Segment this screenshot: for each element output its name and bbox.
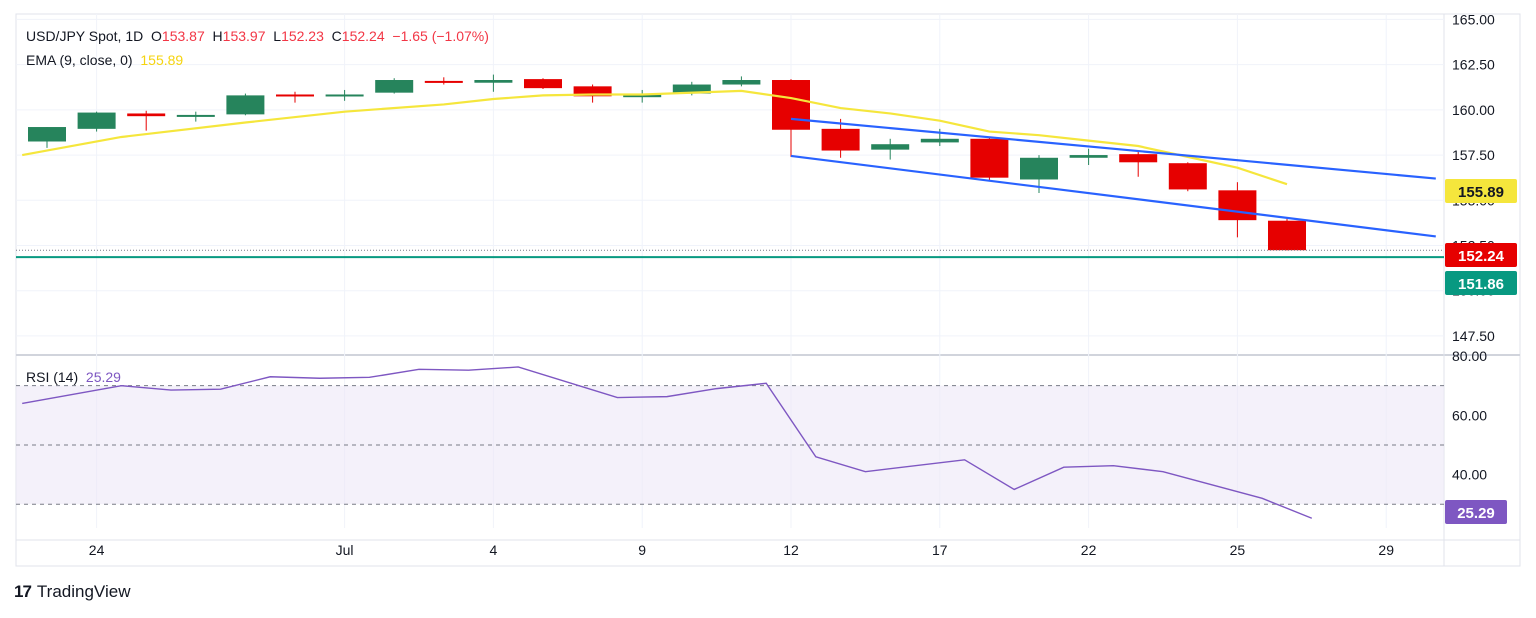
time-tick-label: 22 [1081, 542, 1097, 558]
candle-body [672, 84, 711, 94]
price-badge [1445, 271, 1517, 295]
candle-body [1268, 220, 1306, 251]
candle-body [970, 138, 1009, 178]
open-value: 153.87 [161, 28, 205, 44]
candle-body [920, 138, 959, 143]
candle-body [772, 80, 810, 130]
candle-body [524, 79, 562, 89]
channel-upper-line [790, 117, 1436, 180]
overlay-layer [16, 89, 1444, 259]
time-tick-label: 25 [1230, 542, 1246, 558]
time-tick-label: 17 [932, 542, 948, 558]
candles-layer [28, 74, 1306, 251]
candle-body [325, 94, 364, 97]
high-label: H [212, 28, 223, 44]
candle-body [375, 80, 414, 93]
channel-lower-line [790, 154, 1436, 238]
candle-body [424, 80, 463, 83]
price-badge [1445, 179, 1517, 203]
rsi-legend: RSI (14) 25.29 [26, 369, 121, 385]
time-tick-label: Jul [336, 542, 354, 558]
high-value: 153.97 [222, 28, 266, 44]
chart-legend-ohlc: USD/JPY Spot, 1D O153.87 H153.97 L152.23… [26, 28, 489, 44]
price-tick-label: 147.50 [1452, 328, 1495, 344]
candle-body [474, 80, 513, 83]
price-badge-label: 151.86 [1458, 276, 1504, 293]
time-tick-label: 4 [490, 542, 498, 558]
change-value: −1.65 (−1.07%) [392, 28, 489, 44]
candle-body [176, 114, 215, 117]
rsi-tick-label: 80.00 [1452, 348, 1487, 364]
candle-body [1119, 154, 1158, 163]
rsi-line-layer [22, 366, 1313, 519]
time-tick-label: 9 [638, 542, 646, 558]
candle-body [28, 127, 66, 142]
rsi-tick-label: 40.00 [1452, 467, 1487, 483]
rsi-band-layer [16, 385, 1444, 505]
rsi-tick-label: 60.00 [1452, 407, 1487, 423]
candle-body [722, 80, 761, 85]
ema-line [22, 89, 1288, 186]
tradingview-mark-icon: 17 [14, 582, 32, 601]
price-tick-label: 160.00 [1452, 102, 1495, 118]
candle-body [623, 94, 662, 98]
symbol-label: USD/JPY Spot, 1D [26, 28, 144, 44]
candle-body [276, 94, 314, 97]
candle-body [871, 144, 910, 150]
rsi-line [22, 366, 1313, 519]
candle-body [127, 113, 166, 117]
close-label: C [331, 28, 342, 44]
chart-frame [15, 13, 1521, 567]
candle-body [1168, 163, 1207, 190]
candle-body [573, 86, 612, 97]
price-badge-label: 155.89 [1458, 184, 1504, 201]
price-tick-label: 157.50 [1452, 147, 1495, 163]
close-value: 152.24 [341, 28, 385, 44]
low-value: 152.23 [281, 28, 324, 44]
tradingview-logo-text: TradingView [36, 582, 131, 601]
ema-label: EMA (9, close, 0) [26, 52, 133, 68]
rsi-value: 25.29 [85, 369, 121, 385]
low-label: L [273, 28, 282, 44]
rsi-label: RSI (14) [26, 369, 79, 385]
axes-layer: 165.00162.50160.00157.50155.00152.50150.… [89, 11, 1517, 558]
candle-body [1020, 157, 1058, 180]
price-tick-label: 165.00 [1452, 11, 1495, 27]
price-tick-label: 162.50 [1452, 57, 1495, 73]
time-tick-label: 24 [89, 542, 105, 558]
candle-body [1218, 190, 1257, 221]
open-label: O [151, 28, 162, 44]
candle-body [821, 128, 860, 151]
candle-body [226, 95, 265, 115]
time-tick-label: 12 [783, 542, 799, 558]
tradingview-logo[interactable]: 17 TradingView [14, 582, 130, 602]
candle-body [77, 112, 116, 129]
price-badge-label: 152.24 [1458, 248, 1505, 265]
ema-value: 155.89 [140, 52, 184, 68]
time-tick-label: 29 [1378, 542, 1394, 558]
price-badge [1445, 243, 1517, 267]
rsi-badge-label: 25.29 [1457, 505, 1495, 522]
candle-body [1069, 155, 1108, 158]
ema-legend: EMA (9, close, 0) 155.89 [26, 52, 183, 68]
rsi-badge [1445, 500, 1507, 524]
